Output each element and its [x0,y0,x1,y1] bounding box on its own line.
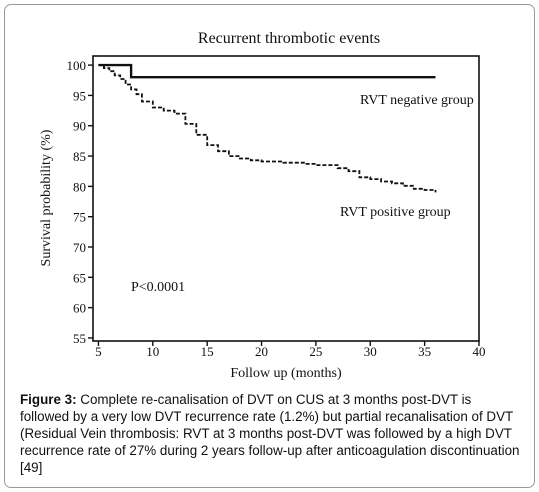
x-tick-label-40: 40 [473,344,486,359]
series-label-rvt-negative: RVT negative group [360,93,474,108]
x-tick-label-30: 30 [364,344,377,359]
y-axis-label: Survival probability (%) [39,129,54,266]
x-axis-label: Follow up (months) [230,366,342,381]
caption-label: Figure 3: [20,392,77,407]
x-tick-label-35: 35 [418,344,431,359]
y-tick-label-100: 100 [67,58,87,73]
y-tick-label-80: 80 [73,179,86,194]
x-tick-label-15: 15 [201,344,214,359]
series-layer [98,63,437,193]
series-line-rvt-negative [98,63,436,79]
caption-text: Complete re-canalisation of DVT on CUS a… [20,392,520,475]
x-axis: 5 10 15 20 25 30 35 40 [95,341,486,359]
figure-caption: Figure 3: Complete re-canalisation of DV… [20,391,520,476]
y-tick-label-85: 85 [73,149,86,164]
y-tick-label-95: 95 [73,88,86,103]
x-tick-label-10: 10 [146,344,159,359]
chart-title: Recurrent thrombotic events [198,30,380,47]
y-tick-label-65: 65 [73,270,86,285]
x-tick-label-25: 25 [309,344,322,359]
x-tick-label-20: 20 [255,344,268,359]
x-tick-label-5: 5 [95,344,102,359]
p-value-annotation: P<0.0001 [131,280,185,295]
survival-chart: Recurrent thrombotic events 55 60 65 70 75 80… [39,30,486,381]
y-tick-label-75: 75 [73,210,86,225]
y-tick-label-90: 90 [73,119,86,134]
series-line-rvt-positive [98,64,437,193]
y-tick-label-70: 70 [73,240,86,255]
y-tick-label-60: 60 [73,301,86,316]
y-axis: 55 60 65 70 75 80 85 90 95 100 [67,58,93,346]
y-tick-label-55: 55 [73,331,86,346]
series-label-rvt-positive: RVT positive group [340,205,451,220]
plot-area [92,55,480,342]
